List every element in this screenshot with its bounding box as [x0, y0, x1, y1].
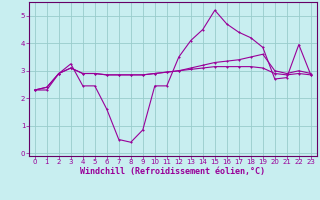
X-axis label: Windchill (Refroidissement éolien,°C): Windchill (Refroidissement éolien,°C) [80, 167, 265, 176]
